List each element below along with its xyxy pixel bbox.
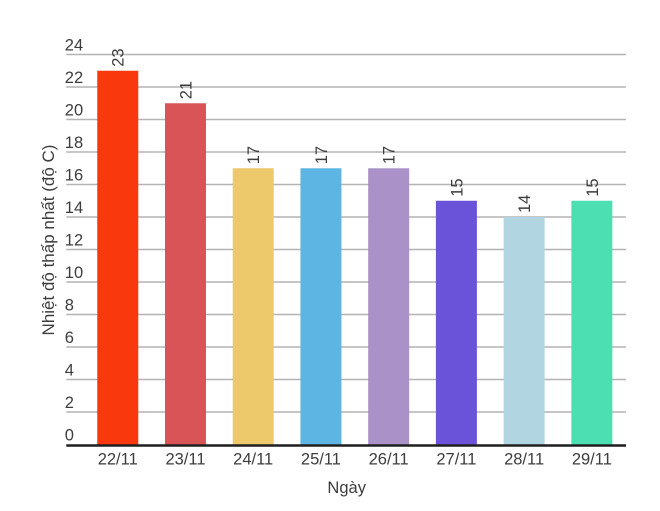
svg-text:Nhiệt độ thấp nhất (độ C): Nhiệt độ thấp nhất (độ C) — [39, 145, 58, 336]
svg-text:14: 14 — [516, 195, 534, 213]
svg-text:8: 8 — [65, 296, 74, 314]
svg-text:14: 14 — [65, 199, 83, 217]
svg-text:2: 2 — [65, 394, 74, 412]
svg-text:4: 4 — [65, 361, 74, 379]
svg-text:23/11: 23/11 — [165, 451, 205, 469]
svg-text:29/11: 29/11 — [572, 451, 612, 469]
svg-text:16: 16 — [65, 166, 83, 184]
svg-text:6: 6 — [65, 329, 74, 347]
svg-text:24/11: 24/11 — [233, 451, 273, 469]
svg-text:17: 17 — [313, 146, 331, 164]
svg-text:17: 17 — [245, 146, 263, 164]
svg-text:17: 17 — [381, 146, 399, 164]
svg-text:23: 23 — [110, 48, 128, 66]
svg-text:22/11: 22/11 — [98, 451, 138, 469]
svg-text:18: 18 — [65, 134, 83, 152]
svg-text:26/11: 26/11 — [369, 451, 409, 469]
svg-text:21: 21 — [177, 81, 195, 99]
svg-text:25/11: 25/11 — [301, 451, 341, 469]
svg-text:15: 15 — [584, 178, 602, 196]
svg-text:24: 24 — [65, 36, 83, 54]
svg-text:20: 20 — [65, 101, 83, 119]
svg-text:Ngày: Ngày — [327, 479, 366, 497]
svg-text:28/11: 28/11 — [504, 451, 544, 469]
svg-text:10: 10 — [65, 264, 83, 282]
svg-text:12: 12 — [65, 231, 83, 249]
svg-text:15: 15 — [448, 178, 466, 196]
svg-text:27/11: 27/11 — [436, 451, 476, 469]
svg-text:22: 22 — [65, 69, 83, 87]
svg-text:0: 0 — [65, 426, 74, 444]
